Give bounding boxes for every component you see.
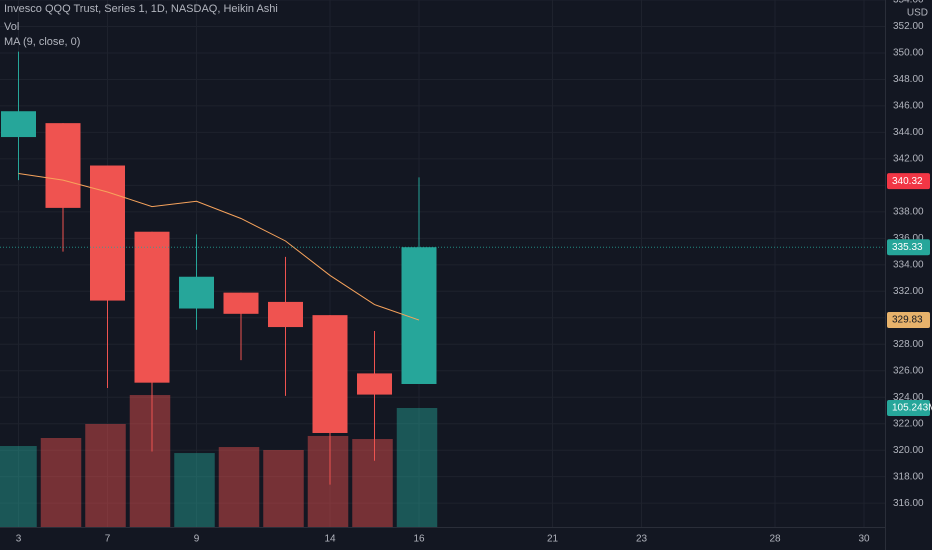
plot <box>0 51 885 527</box>
candle-body <box>357 373 392 395</box>
y-tick-label: 336.00 <box>893 233 924 244</box>
y-tick-label: 320.00 <box>893 445 924 456</box>
candle-body <box>1 111 36 138</box>
y-tick-label: 326.00 <box>893 365 924 376</box>
volume-bar <box>352 439 393 527</box>
x-tick-label: 23 <box>636 534 648 545</box>
volume-tag-bg <box>887 399 930 416</box>
y-tick-label: 334.00 <box>893 259 924 270</box>
y-tick-label: 324.00 <box>893 392 924 403</box>
candle-body <box>134 231 170 383</box>
candle-body <box>312 315 348 433</box>
ma-line <box>18 172 420 321</box>
x-tick-label: 28 <box>769 534 781 545</box>
x-tick-label: 14 <box>324 534 336 545</box>
y-tick-label: 344.00 <box>893 127 924 138</box>
volume-bar <box>129 395 171 527</box>
volume-bar <box>396 407 438 527</box>
y-tick-label: 318.00 <box>893 471 924 482</box>
x-tick-label: 21 <box>547 534 559 545</box>
legend-ma: MA (9, close, 0) <box>4 36 80 48</box>
volume-bar <box>263 449 304 527</box>
candle-body <box>223 292 259 314</box>
last-price-tag: 340.32 <box>892 176 923 187</box>
legend-volume: Vol <box>4 21 19 33</box>
close-tag-bg <box>887 239 930 256</box>
y-tick-label: 346.00 <box>893 101 924 112</box>
y-tick-label: 328.00 <box>893 339 924 350</box>
axes: 316.00 318.00 320.00 322.00 324.00 326.00 328.… <box>16 0 932 545</box>
x-tick-label: 9 <box>194 534 200 545</box>
volume-tag: 105.243M <box>892 403 932 414</box>
currency: USD <box>907 8 928 19</box>
x-tick-label: 16 <box>413 534 425 545</box>
candle-body <box>90 165 125 301</box>
last-price-tag-bg <box>887 173 930 190</box>
volume-bar <box>174 453 215 527</box>
y-tick-label: 332.00 <box>893 286 924 297</box>
y-tick-label: 342.00 <box>893 154 924 165</box>
y-tick-label: 352.00 <box>893 21 924 32</box>
y-tick-label: 322.00 <box>893 418 924 429</box>
ma-tag-bg <box>887 312 930 329</box>
y-tick-label: 348.00 <box>893 74 924 85</box>
chart-title: Invesco QQQ Trust, Series 1, 1D, NASDAQ,… <box>4 3 278 15</box>
volume-bar <box>218 447 260 527</box>
y-tick-label: 338.00 <box>893 206 924 217</box>
x-tick-label: 30 <box>858 534 870 545</box>
ma-tag: 329.83 <box>892 315 923 326</box>
volume-bar <box>85 423 126 527</box>
candle-body <box>179 276 214 309</box>
volume-bar <box>307 435 349 527</box>
volume-bar <box>40 437 82 527</box>
candle-body <box>268 301 303 328</box>
y-tick-label: 354.00 <box>893 0 924 6</box>
close-tag: 335.33 <box>892 242 923 253</box>
y-tick-label: 316.00 <box>893 498 924 509</box>
volume-bar <box>0 446 37 527</box>
candle-body <box>45 123 81 208</box>
y-tick-label: 350.00 <box>893 48 924 59</box>
x-tick-label: 3 <box>16 534 22 545</box>
x-tick-label: 7 <box>105 534 111 545</box>
